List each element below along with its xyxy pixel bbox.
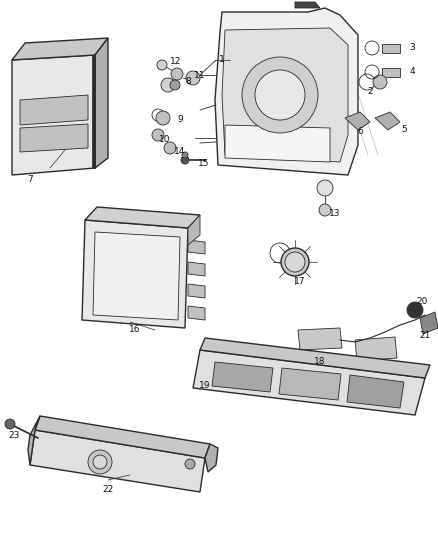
Text: 10: 10 (159, 135, 171, 144)
Polygon shape (298, 328, 342, 350)
Polygon shape (215, 8, 358, 175)
Circle shape (185, 459, 195, 469)
Polygon shape (375, 112, 400, 130)
Polygon shape (347, 375, 404, 408)
Circle shape (373, 75, 387, 89)
Circle shape (319, 204, 331, 216)
Polygon shape (85, 207, 200, 228)
Text: 11: 11 (194, 70, 206, 79)
Polygon shape (355, 337, 397, 361)
Text: 16: 16 (129, 326, 141, 335)
Circle shape (5, 419, 15, 429)
Text: 13: 13 (329, 208, 341, 217)
Polygon shape (20, 124, 88, 152)
Circle shape (170, 80, 180, 90)
Text: 17: 17 (294, 278, 306, 287)
Polygon shape (193, 350, 425, 415)
Circle shape (182, 152, 188, 158)
Circle shape (285, 252, 305, 272)
Polygon shape (420, 312, 438, 334)
Circle shape (157, 60, 167, 70)
Polygon shape (295, 2, 320, 8)
Polygon shape (12, 55, 95, 175)
Polygon shape (92, 55, 95, 168)
Text: 8: 8 (185, 77, 191, 86)
Text: 15: 15 (198, 158, 210, 167)
Circle shape (181, 156, 189, 164)
Text: 18: 18 (314, 358, 326, 367)
Circle shape (93, 455, 107, 469)
Text: 2: 2 (367, 87, 373, 96)
Polygon shape (30, 430, 205, 492)
Polygon shape (82, 220, 188, 328)
Circle shape (255, 70, 305, 120)
Polygon shape (35, 416, 210, 458)
Circle shape (242, 57, 318, 133)
Polygon shape (188, 215, 200, 245)
Circle shape (317, 180, 333, 196)
Circle shape (186, 71, 200, 85)
Polygon shape (93, 232, 180, 320)
Polygon shape (28, 416, 40, 465)
Text: 20: 20 (416, 297, 427, 306)
Polygon shape (188, 262, 205, 276)
Text: 5: 5 (401, 125, 407, 134)
Polygon shape (188, 240, 205, 254)
Text: 14: 14 (174, 148, 186, 157)
Text: 3: 3 (409, 44, 415, 52)
Polygon shape (279, 368, 341, 400)
Text: 21: 21 (419, 332, 431, 341)
Text: 7: 7 (27, 175, 33, 184)
Circle shape (88, 450, 112, 474)
Circle shape (407, 302, 423, 318)
Polygon shape (205, 444, 218, 472)
Circle shape (281, 248, 309, 276)
Circle shape (164, 142, 176, 154)
Polygon shape (95, 38, 108, 168)
Polygon shape (188, 306, 205, 320)
Text: 1: 1 (219, 55, 225, 64)
Text: 19: 19 (199, 381, 211, 390)
Polygon shape (345, 112, 370, 130)
Circle shape (152, 129, 164, 141)
Polygon shape (382, 68, 400, 77)
Circle shape (156, 111, 170, 125)
Circle shape (171, 68, 183, 80)
Text: 23: 23 (8, 431, 20, 440)
Text: 22: 22 (102, 486, 113, 495)
Polygon shape (20, 95, 88, 125)
Polygon shape (212, 362, 273, 392)
Text: 12: 12 (170, 58, 182, 67)
Polygon shape (225, 125, 330, 162)
Polygon shape (222, 28, 348, 162)
Polygon shape (12, 38, 108, 60)
Polygon shape (382, 44, 400, 53)
Text: 4: 4 (409, 68, 415, 77)
Text: 6: 6 (357, 126, 363, 135)
Circle shape (161, 78, 175, 92)
Polygon shape (188, 284, 205, 298)
Text: 9: 9 (177, 116, 183, 125)
Polygon shape (200, 338, 430, 378)
